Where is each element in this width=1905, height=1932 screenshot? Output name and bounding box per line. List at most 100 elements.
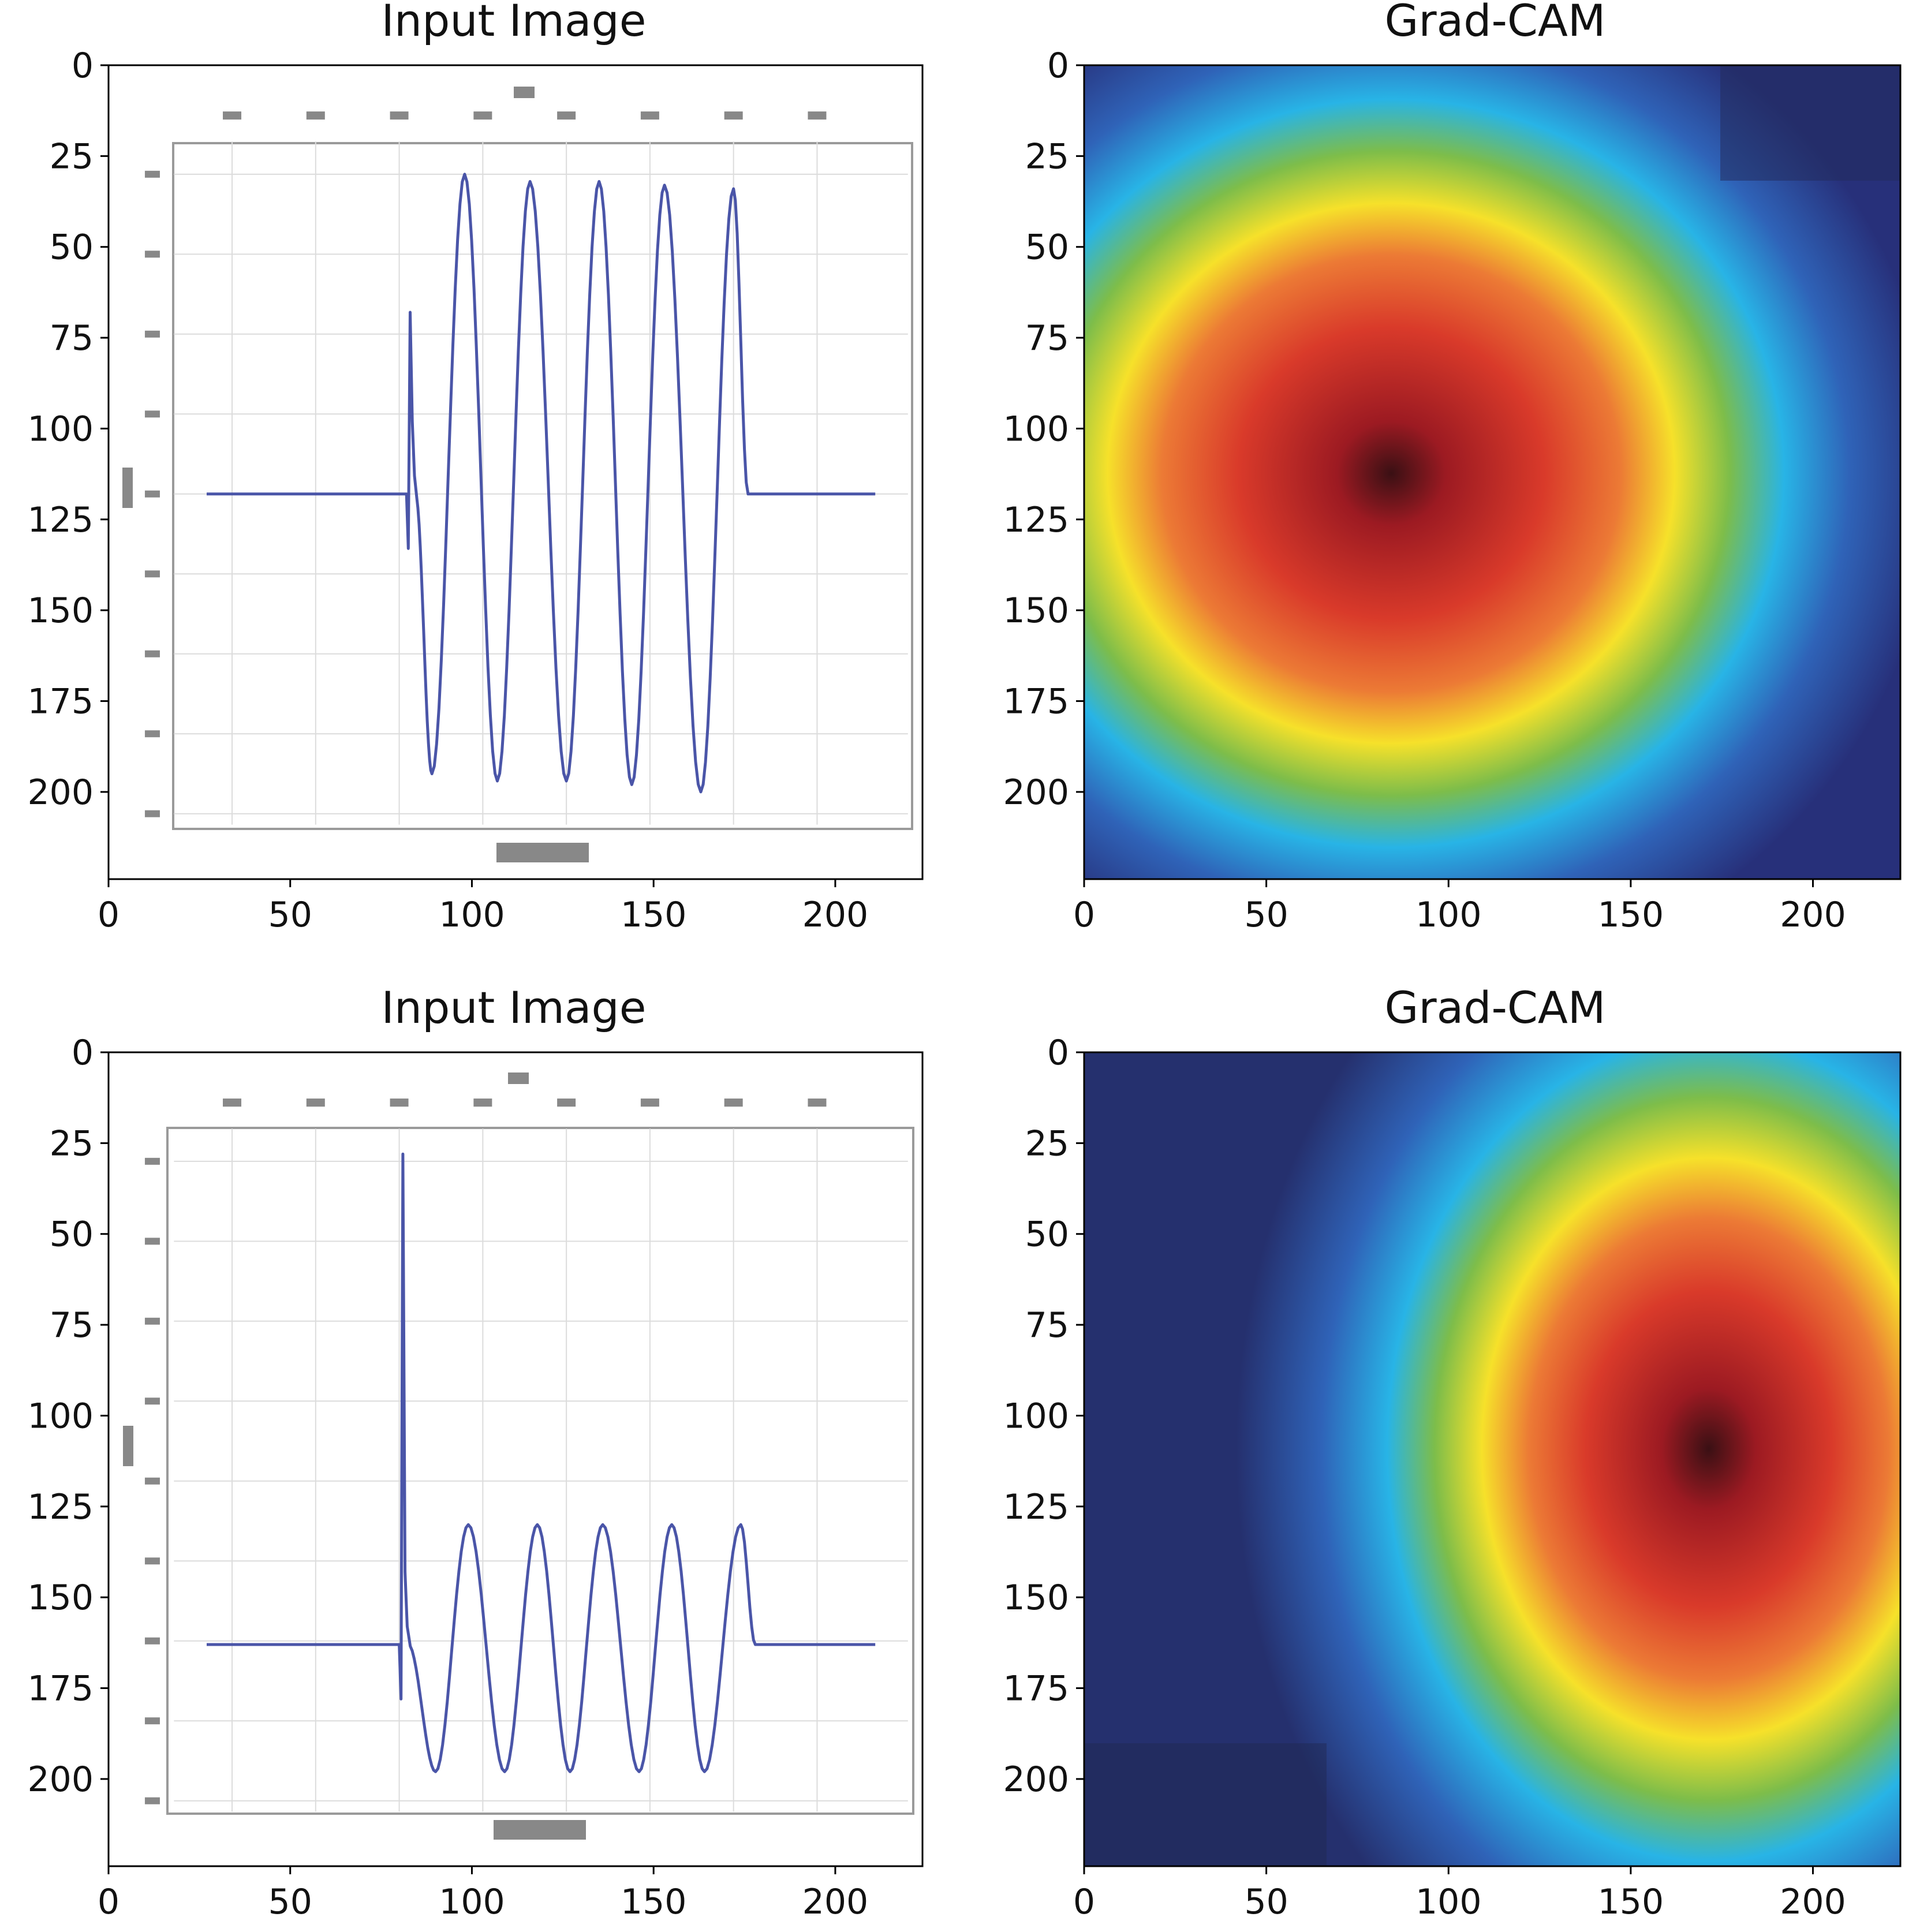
inner-blurred-tick: [306, 111, 325, 120]
y-tick-label: 0: [72, 46, 94, 86]
y-tick-label: 175: [1003, 682, 1069, 722]
inner-blurred-tick: [144, 730, 160, 738]
x-tick-label: 50: [268, 895, 312, 935]
y-tick-label: 25: [1025, 1123, 1069, 1164]
panel-title: Input Image: [382, 0, 647, 46]
x-tick-label: 0: [1073, 895, 1095, 935]
x-tick-label: 150: [1598, 1882, 1664, 1922]
y-tick-label: 50: [50, 1214, 94, 1255]
y-tick-label: 200: [27, 1759, 94, 1800]
inner-blurred-tick: [144, 1717, 160, 1725]
y-tick-label: 125: [27, 500, 94, 540]
y-tick-label: 50: [1025, 1214, 1069, 1255]
embedded-plot: [123, 1072, 914, 1840]
inner-plot-frame: [166, 1127, 914, 1815]
y-tick-label: 125: [27, 1487, 94, 1527]
x-tick-label: 0: [98, 1882, 119, 1922]
inner-blurred-tick: [223, 111, 242, 120]
axes-frame: [107, 1051, 924, 1867]
y-tick-label: 50: [50, 227, 94, 268]
panel-title: Grad-CAM: [1384, 982, 1605, 1033]
y-tick-label: 100: [1003, 1396, 1069, 1436]
inner-blurred-title: [514, 87, 535, 98]
x-tick-label: 50: [1244, 1882, 1288, 1922]
inner-blurred-tick: [390, 111, 409, 120]
x-tick-label: 0: [1073, 1882, 1095, 1922]
x-tick-label: 150: [621, 1882, 687, 1922]
inner-blurred-tick: [144, 1637, 160, 1645]
y-tick-label: 75: [1025, 1305, 1069, 1346]
inner-blurred-tick: [808, 111, 827, 120]
gradcam-bottom-panel: Grad-CAM 0 50 100 150 200 0 25 50 75 100 125 150 175…: [1003, 982, 1902, 1922]
y-tick-label: 25: [50, 136, 94, 177]
inner-blurred-tick: [144, 410, 160, 418]
inner-blurred-tick: [144, 1157, 160, 1165]
y-tick-label: 100: [1003, 409, 1069, 449]
axis-ticks: 0 50 100 150 200 0 25 50 75 100 125 150 175 200: [27, 1033, 868, 1922]
x-tick-label: 100: [439, 895, 505, 935]
inner-blurred-ylabel: [123, 1426, 133, 1466]
inner-blurred-tick: [724, 111, 743, 120]
inner-blurred-tick: [223, 1098, 242, 1107]
inner-blurred-tick: [144, 570, 160, 578]
x-tick-label: 100: [1415, 1882, 1482, 1922]
x-tick-label: 200: [1780, 895, 1846, 935]
inner-blurred-tick: [306, 1098, 325, 1107]
x-tick-label: 200: [802, 895, 869, 935]
axes-frame: [1083, 1051, 1902, 1867]
gradcam-top-panel: Grad-CAM 0 50 100 150 200 0 25 50 75 100 125 150 175…: [1003, 0, 1902, 935]
y-tick-label: 25: [1025, 136, 1069, 177]
y-tick-label: 100: [27, 1396, 94, 1436]
inner-blurred-tick: [144, 330, 160, 338]
heatmap-dark-corner: [1084, 1743, 1327, 1866]
input-image-bottom-panel: Input Image 0 50 100 150 200 0 25 50 75 100 125 150…: [27, 982, 924, 1922]
x-tick-label: 100: [1415, 895, 1482, 935]
inner-blurred-tick: [724, 1098, 743, 1107]
input-image-top-panel: Input Image 0 50 100 150 200 0 25 50 75 100 125 150…: [27, 0, 924, 935]
x-tick-label: 50: [268, 1882, 312, 1922]
inner-blurred-tick: [144, 650, 160, 657]
inner-blurred-tick: [473, 1098, 492, 1107]
inner-blurred-tick: [640, 1098, 659, 1107]
inner-blurred-tick: [640, 111, 659, 120]
y-tick-label: 150: [27, 1578, 94, 1618]
inner-blurred-tick: [144, 170, 160, 178]
y-tick-label: 150: [1003, 591, 1069, 631]
inner-blurred-tick: [808, 1098, 827, 1107]
inner-blurred-title: [508, 1072, 529, 1084]
inner-blurred-tick: [390, 1098, 409, 1107]
inner-blurred-tick: [144, 1317, 160, 1325]
y-tick-label: 125: [1003, 1487, 1069, 1527]
inner-blurred-xlabel: [496, 843, 589, 862]
y-tick-label: 200: [1003, 1759, 1069, 1800]
x-tick-label: 0: [98, 895, 119, 935]
y-tick-label: 175: [27, 682, 94, 722]
y-tick-label: 75: [50, 318, 94, 358]
y-tick-label: 200: [1003, 772, 1069, 813]
y-tick-label: 75: [1025, 318, 1069, 358]
y-tick-label: 125: [1003, 500, 1069, 540]
y-tick-label: 150: [27, 591, 94, 631]
y-tick-label: 50: [1025, 227, 1069, 268]
inner-blurred-ylabel: [122, 468, 133, 508]
panel-title: Grad-CAM: [1384, 0, 1605, 46]
y-tick-label: 150: [1003, 1578, 1069, 1618]
inner-blurred-tick: [144, 810, 160, 817]
inner-gridlines: [174, 1128, 908, 1812]
inner-blurred-ticks: [144, 111, 827, 817]
inner-blurred-tick: [144, 1477, 160, 1485]
y-tick-label: 75: [50, 1305, 94, 1346]
x-tick-label: 200: [1780, 1882, 1846, 1922]
y-tick-label: 175: [1003, 1669, 1069, 1709]
inner-blurred-tick: [144, 1397, 160, 1405]
y-tick-label: 100: [27, 409, 94, 449]
inner-blurred-tick: [557, 1098, 576, 1107]
inner-blurred-tick: [144, 251, 160, 258]
inner-blurred-tick: [557, 111, 576, 120]
x-tick-label: 50: [1244, 895, 1288, 935]
embedded-plot: [122, 87, 913, 862]
x-tick-label: 150: [1598, 895, 1664, 935]
y-tick-label: 25: [50, 1123, 94, 1164]
heatmap-dark-corner: [1720, 65, 1900, 181]
